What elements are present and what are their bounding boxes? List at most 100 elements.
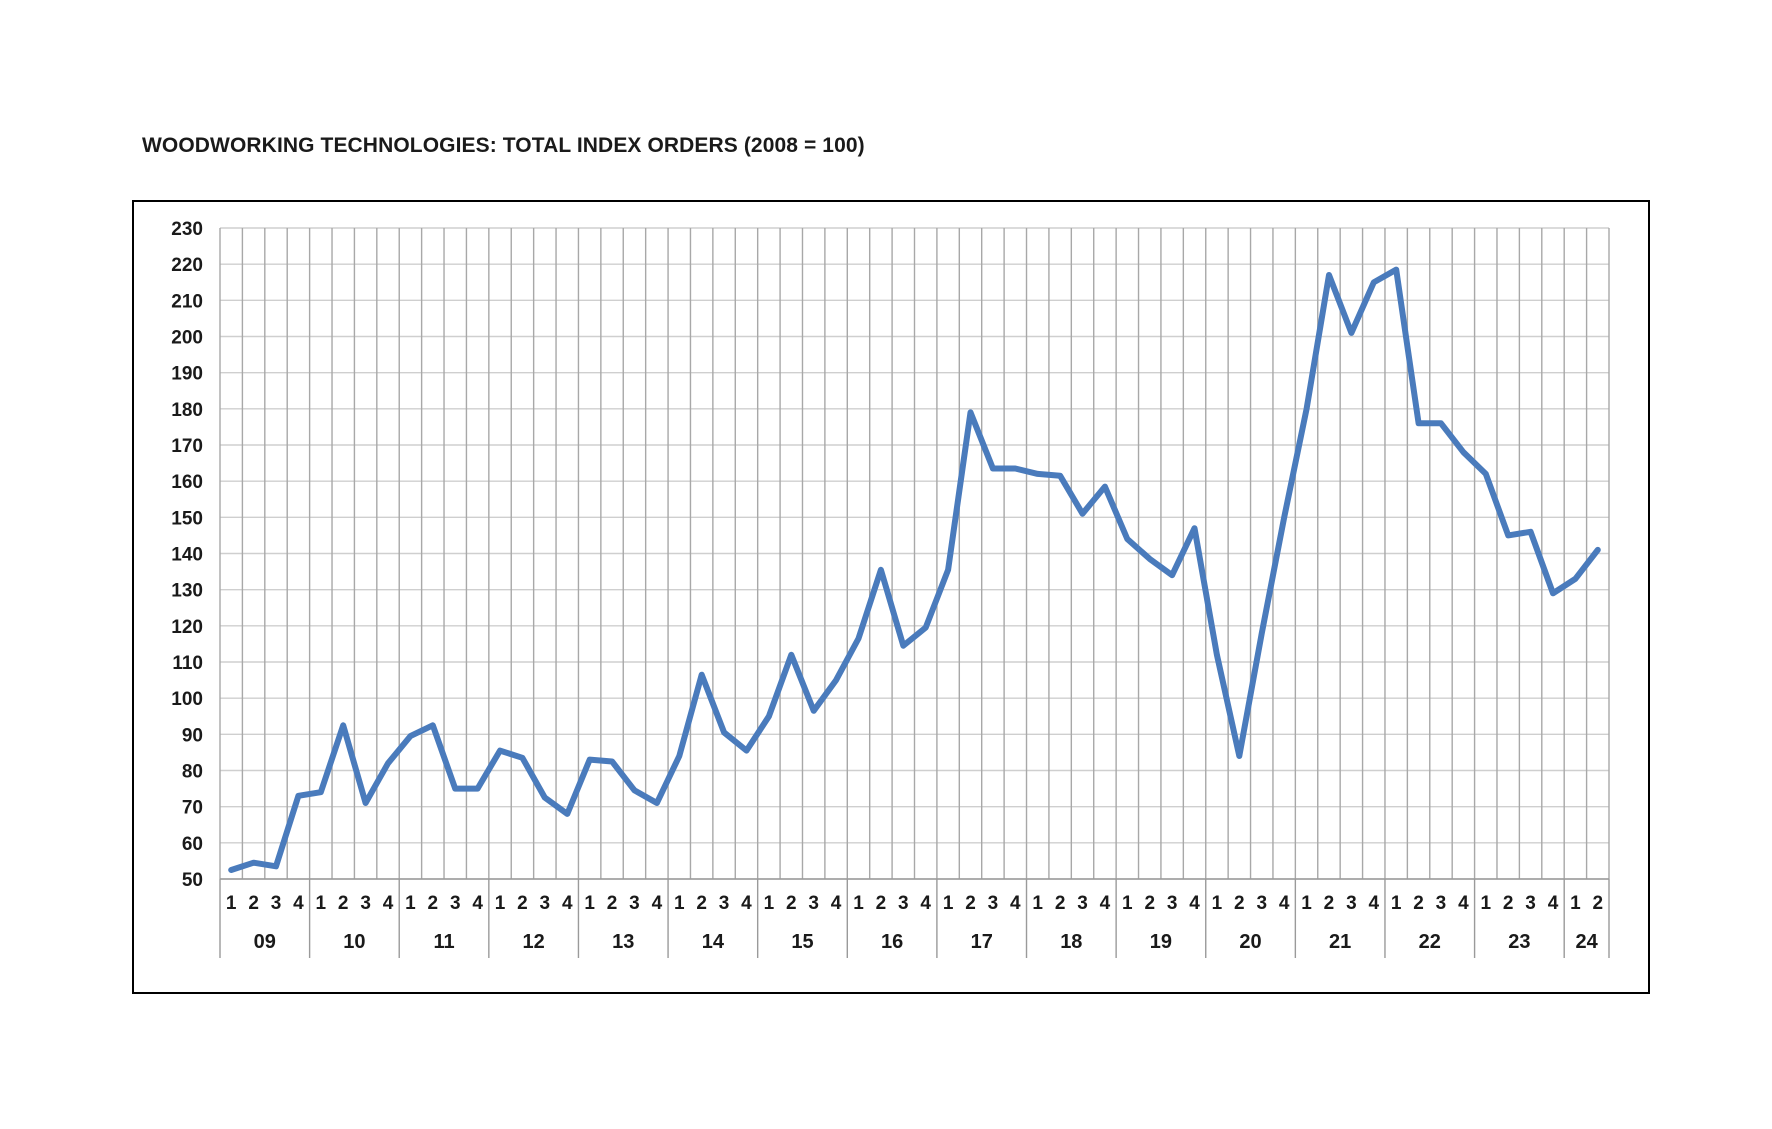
quarter-tick-label: 1 <box>764 893 775 914</box>
quarter-tick-label: 1 <box>584 893 595 914</box>
quarter-tick-label: 4 <box>293 893 304 914</box>
quarter-tick-label: 2 <box>1234 893 1245 914</box>
y-tick-labels: 50 60 70 80 90 100 110 120 130 140 150 160 170 180 190… <box>171 219 203 891</box>
quarter-tick-label: 1 <box>1570 893 1581 914</box>
year-tick-label: 20 <box>1239 931 1261 953</box>
data-point <box>273 863 279 869</box>
year-tick-label: 14 <box>702 931 725 953</box>
quarter-tick-label: 1 <box>495 893 506 914</box>
data-point <box>1371 279 1377 285</box>
quarter-tick-label: 3 <box>629 893 640 914</box>
year-tick-label: 22 <box>1419 931 1441 953</box>
quarter-tick-label: 1 <box>1032 893 1043 914</box>
data-series <box>228 266 1601 873</box>
axes <box>219 878 1610 958</box>
quarter-tick-label: 3 <box>271 893 282 914</box>
grid-lines <box>219 227 1610 880</box>
y-tick-label: 160 <box>171 472 203 493</box>
data-point <box>1281 514 1287 520</box>
year-tick-label: 16 <box>881 931 903 953</box>
quarter-tick-label: 3 <box>1167 893 1178 914</box>
data-point <box>430 722 436 728</box>
data-point <box>1057 473 1063 479</box>
quarter-tick-label: 3 <box>808 893 819 914</box>
quarter-tick-label: 3 <box>1436 893 1447 914</box>
year-tick-label: 18 <box>1060 931 1082 953</box>
y-tick-label: 60 <box>182 834 203 855</box>
quarter-tick-label: 2 <box>786 893 797 914</box>
year-tick-label: 10 <box>343 931 365 953</box>
data-point <box>945 567 951 573</box>
data-point <box>1012 466 1018 472</box>
data-point <box>519 755 525 761</box>
year-tick-label: 11 <box>433 931 454 953</box>
y-tick-label: 100 <box>171 689 203 710</box>
y-tick-label: 170 <box>171 436 203 457</box>
quarter-tick-label: 4 <box>831 893 842 914</box>
quarter-tick-label: 4 <box>1279 893 1290 914</box>
quarter-tick-label: 4 <box>383 893 394 914</box>
data-point <box>766 713 772 719</box>
quarter-tick-label: 4 <box>1458 893 1469 914</box>
data-point <box>743 748 749 754</box>
quarter-tick-label: 1 <box>405 893 416 914</box>
data-point <box>833 677 839 683</box>
chart-frame <box>132 200 1650 994</box>
quarter-tick-label: 1 <box>1212 893 1223 914</box>
quarter-tick-label: 2 <box>876 893 887 914</box>
data-point <box>968 409 974 415</box>
quarter-tick-label: 4 <box>652 893 663 914</box>
data-point <box>1572 576 1578 582</box>
data-point <box>407 733 413 739</box>
data-point <box>1438 420 1444 426</box>
y-tick-label: 150 <box>171 508 203 529</box>
data-point <box>699 672 705 678</box>
data-point <box>1236 753 1242 759</box>
quarter-tick-label: 1 <box>316 893 327 914</box>
data-point <box>1595 547 1601 553</box>
year-tick-label: 23 <box>1508 931 1530 953</box>
data-point <box>1348 330 1354 336</box>
quarter-tick-label: 4 <box>472 893 483 914</box>
y-tick-label: 210 <box>171 291 203 312</box>
data-point <box>631 787 637 793</box>
year-tick-label: 09 <box>254 931 276 953</box>
quarter-tick-label: 3 <box>360 893 371 914</box>
y-tick-label: 120 <box>171 617 203 638</box>
quarter-tick-label: 4 <box>1100 893 1111 914</box>
data-point <box>878 567 884 573</box>
data-point <box>1035 471 1041 477</box>
quarter-tick-label: 4 <box>1548 893 1559 914</box>
data-point <box>1102 484 1108 490</box>
y-tick-label: 200 <box>171 328 203 349</box>
quarter-tick-label: 1 <box>1391 893 1402 914</box>
quarter-tick-label: 4 <box>562 893 573 914</box>
quarter-tick-label: 3 <box>1077 893 1088 914</box>
quarter-tick-label: 2 <box>1503 893 1514 914</box>
quarter-tick-label: 3 <box>1346 893 1357 914</box>
quarter-tick-label: 1 <box>1480 893 1491 914</box>
data-point <box>1393 267 1399 273</box>
data-point <box>1192 525 1198 531</box>
y-tick-label: 50 <box>182 870 203 891</box>
data-point <box>452 786 458 792</box>
quarter-tick-label: 2 <box>1593 893 1604 914</box>
quarter-tick-label: 1 <box>853 893 864 914</box>
year-tick-label: 21 <box>1329 931 1351 953</box>
data-point <box>811 708 817 714</box>
y-tick-label: 140 <box>171 545 203 566</box>
quarter-tick-label: 2 <box>1413 893 1424 914</box>
data-point <box>855 635 861 641</box>
data-point <box>542 795 548 801</box>
quarter-tick-label: 1 <box>1122 893 1133 914</box>
data-point <box>1505 532 1511 538</box>
quarter-tick-label: 2 <box>607 893 618 914</box>
data-point <box>1259 630 1265 636</box>
data-point <box>318 789 324 795</box>
year-tick-label: 24 <box>1575 931 1598 953</box>
quarter-tick-label: 4 <box>1010 893 1021 914</box>
y-tick-label: 130 <box>171 581 203 602</box>
y-tick-label: 180 <box>171 400 203 421</box>
data-point <box>788 652 794 658</box>
data-point <box>1124 536 1130 542</box>
